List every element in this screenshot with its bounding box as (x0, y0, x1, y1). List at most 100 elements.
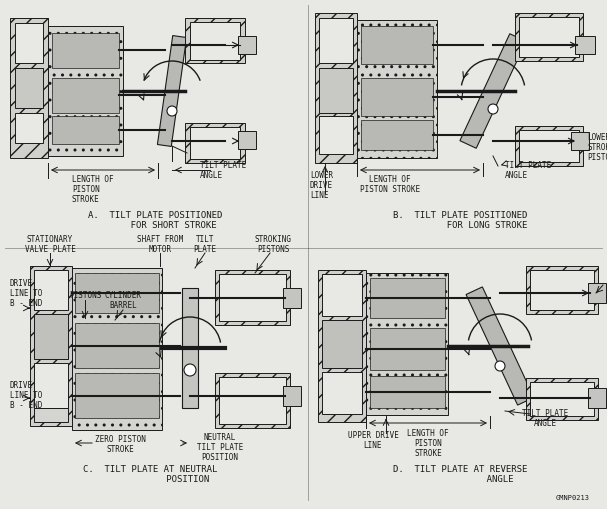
Circle shape (495, 361, 505, 371)
Text: B - END: B - END (10, 298, 42, 307)
Bar (215, 373, 290, 428)
Text: ZERO PISTON: ZERO PISTON (95, 436, 146, 444)
Bar (361, 120, 433, 150)
Text: NEUTRAL: NEUTRAL (204, 434, 236, 442)
Bar (72, 268, 162, 430)
Text: STROKE: STROKE (72, 195, 100, 205)
Text: LINE TO: LINE TO (10, 289, 42, 297)
Text: PISTONS: PISTONS (257, 245, 289, 254)
Text: TILT PLATE: TILT PLATE (522, 409, 568, 417)
Text: SHAFT FROM: SHAFT FROM (137, 236, 183, 244)
Bar (319, 116, 353, 154)
Bar (34, 314, 68, 359)
Bar (366, 273, 448, 415)
Bar (283, 386, 301, 406)
Text: LINE: LINE (310, 191, 328, 201)
Text: PISTON: PISTON (587, 154, 607, 162)
Text: POSITION: POSITION (202, 454, 239, 463)
Bar (588, 283, 606, 303)
Bar (34, 408, 68, 422)
Bar (519, 17, 579, 57)
Bar (575, 36, 595, 54)
Bar (34, 363, 68, 408)
Text: CYLINDER: CYLINDER (104, 292, 141, 300)
Bar (370, 278, 445, 318)
Text: PISTON STROKE: PISTON STROKE (360, 185, 420, 194)
Text: TILT PLATE: TILT PLATE (197, 443, 243, 453)
Polygon shape (460, 34, 526, 148)
Text: A.  TILT PLATE POSITIONED: A. TILT PLATE POSITIONED (88, 211, 222, 219)
Text: TILT PLATE: TILT PLATE (505, 161, 551, 171)
Bar (219, 377, 286, 424)
Bar (52, 78, 119, 113)
Bar (370, 328, 445, 370)
Bar (361, 78, 433, 116)
Bar (10, 18, 48, 158)
Text: ANGLE: ANGLE (534, 418, 557, 428)
Text: STROKING: STROKING (254, 236, 291, 244)
Text: ANGLE: ANGLE (200, 172, 223, 181)
Bar (15, 113, 43, 143)
Text: TILT PLATE: TILT PLATE (200, 161, 246, 171)
Bar (357, 20, 437, 158)
Bar (75, 373, 159, 418)
Bar (75, 323, 159, 368)
Text: LENGTH OF: LENGTH OF (369, 176, 411, 184)
Bar (370, 376, 445, 408)
Text: ANGLE: ANGLE (505, 172, 528, 181)
Bar (588, 388, 606, 408)
Text: VALVE PLATE: VALVE PLATE (24, 245, 75, 254)
Text: FOR LONG STROKE: FOR LONG STROKE (393, 220, 527, 230)
Bar (52, 33, 119, 68)
Text: D.  TILT PLATE AT REVERSE: D. TILT PLATE AT REVERSE (393, 466, 527, 474)
Text: STROKE: STROKE (414, 448, 442, 458)
Text: LENGTH OF: LENGTH OF (407, 429, 449, 438)
Bar (238, 36, 256, 54)
Text: LOWER: LOWER (587, 133, 607, 143)
Bar (190, 22, 240, 60)
Circle shape (167, 106, 177, 116)
Bar (322, 372, 362, 414)
Bar (526, 266, 598, 314)
Bar (52, 116, 119, 144)
Text: LOWER: LOWER (310, 172, 333, 181)
Bar (322, 320, 362, 368)
Bar (361, 26, 433, 64)
Text: LINE TO: LINE TO (10, 391, 42, 401)
Text: PLATE: PLATE (194, 245, 217, 254)
Text: MOTOR: MOTOR (149, 245, 172, 254)
Bar (530, 270, 594, 310)
Text: BARREL: BARREL (109, 301, 137, 310)
Bar (15, 23, 43, 63)
Bar (319, 68, 353, 113)
Bar (215, 270, 290, 325)
Text: DRIVE: DRIVE (10, 382, 33, 390)
Text: UPPER DRIVE: UPPER DRIVE (348, 432, 398, 440)
Text: PISTON: PISTON (72, 185, 100, 194)
Text: C.  TILT PLATE AT NEUTRAL: C. TILT PLATE AT NEUTRAL (83, 466, 217, 474)
Bar (30, 266, 72, 426)
Text: POSITION: POSITION (91, 475, 209, 485)
Bar (283, 288, 301, 308)
Text: ANGLE: ANGLE (406, 475, 514, 485)
Text: DRIVE: DRIVE (10, 278, 33, 288)
Text: DRIVE: DRIVE (310, 182, 333, 190)
Bar (318, 270, 366, 422)
Bar (185, 123, 245, 163)
Text: B.  TILT PLATE POSITIONED: B. TILT PLATE POSITIONED (393, 211, 527, 219)
Bar (48, 26, 123, 156)
Text: FOR SHORT STROKE: FOR SHORT STROKE (93, 220, 217, 230)
Text: STROKING: STROKING (587, 144, 607, 153)
Bar (530, 382, 594, 416)
Bar (571, 132, 589, 150)
Text: PISTON: PISTON (414, 438, 442, 447)
Bar (34, 270, 68, 310)
Bar (519, 130, 579, 162)
Bar (219, 274, 286, 321)
Circle shape (184, 364, 196, 376)
Text: STROKE: STROKE (106, 445, 134, 455)
Bar (15, 68, 43, 108)
Text: GMNP0213: GMNP0213 (556, 495, 590, 501)
Bar (515, 13, 583, 61)
Bar (185, 18, 245, 63)
